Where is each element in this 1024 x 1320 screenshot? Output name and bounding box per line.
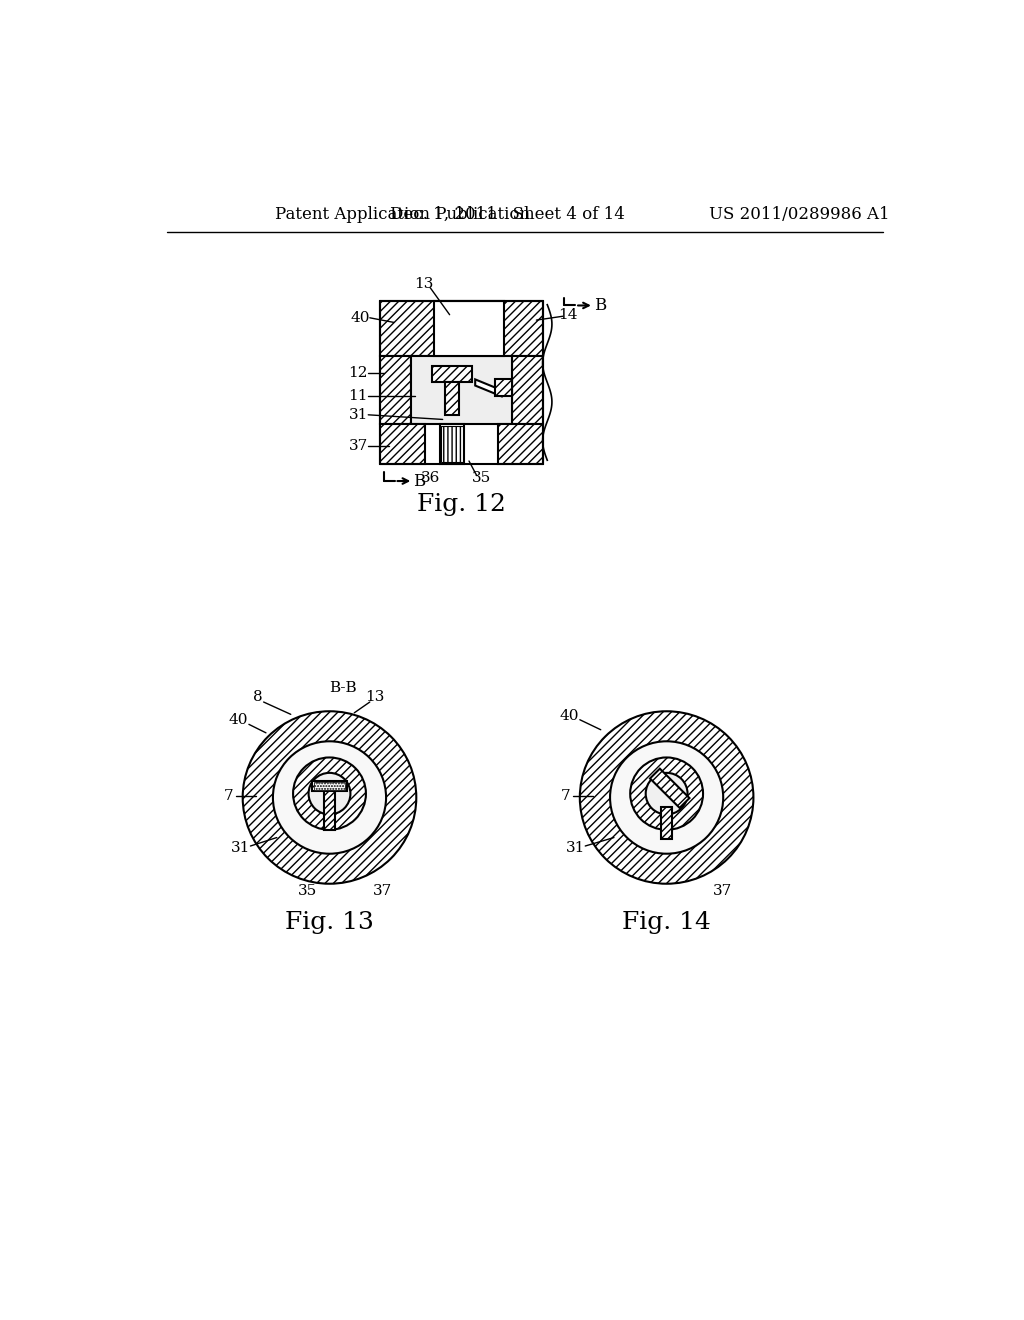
Text: US 2011/0289986 A1: US 2011/0289986 A1: [710, 206, 890, 223]
Bar: [314, 781, 345, 789]
Text: 31: 31: [348, 408, 368, 422]
Bar: [324, 792, 335, 830]
Text: 13: 13: [415, 277, 434, 290]
Text: 35: 35: [298, 884, 317, 899]
Polygon shape: [475, 379, 502, 396]
Bar: [434, 301, 504, 356]
Text: B-B: B-B: [330, 681, 357, 696]
Text: 31: 31: [230, 841, 250, 854]
Text: 13: 13: [365, 690, 384, 705]
Text: 31: 31: [565, 841, 585, 854]
Text: 37: 37: [373, 884, 392, 899]
Circle shape: [293, 758, 366, 830]
Text: 36: 36: [421, 471, 440, 484]
Text: Fig. 13: Fig. 13: [285, 911, 374, 933]
Text: 7: 7: [561, 789, 570, 803]
Bar: [380, 424, 425, 465]
Bar: [496, 379, 512, 396]
Bar: [439, 424, 464, 465]
Text: B: B: [414, 473, 426, 490]
Text: 8: 8: [253, 690, 263, 705]
Bar: [512, 356, 543, 424]
Bar: [432, 366, 472, 383]
Circle shape: [273, 742, 386, 854]
Text: Patent Application Publication: Patent Application Publication: [275, 206, 530, 223]
Bar: [662, 807, 672, 840]
Text: 12: 12: [348, 366, 368, 380]
Bar: [441, 426, 463, 462]
Polygon shape: [650, 768, 689, 808]
Text: 37: 37: [713, 884, 732, 899]
Text: Fig. 12: Fig. 12: [417, 492, 506, 516]
Text: 40: 40: [560, 709, 580, 723]
Bar: [498, 424, 543, 465]
Text: 40: 40: [351, 310, 371, 325]
Text: 35: 35: [472, 471, 492, 484]
Circle shape: [243, 711, 417, 884]
Text: 11: 11: [348, 389, 368, 404]
Bar: [380, 301, 543, 356]
Circle shape: [610, 742, 723, 854]
Circle shape: [646, 774, 687, 814]
Circle shape: [630, 758, 703, 830]
Text: 14: 14: [558, 308, 578, 322]
Bar: [312, 780, 346, 792]
Text: 37: 37: [348, 438, 368, 453]
Circle shape: [580, 711, 754, 884]
Text: 7: 7: [224, 789, 233, 803]
Text: Dec. 1, 2011   Sheet 4 of 14: Dec. 1, 2011 Sheet 4 of 14: [390, 206, 626, 223]
Bar: [445, 383, 459, 414]
Text: Fig. 14: Fig. 14: [623, 911, 711, 933]
Circle shape: [308, 774, 350, 814]
Bar: [380, 356, 411, 424]
Text: 40: 40: [228, 714, 248, 727]
Bar: [411, 356, 512, 424]
Text: B: B: [594, 297, 606, 314]
